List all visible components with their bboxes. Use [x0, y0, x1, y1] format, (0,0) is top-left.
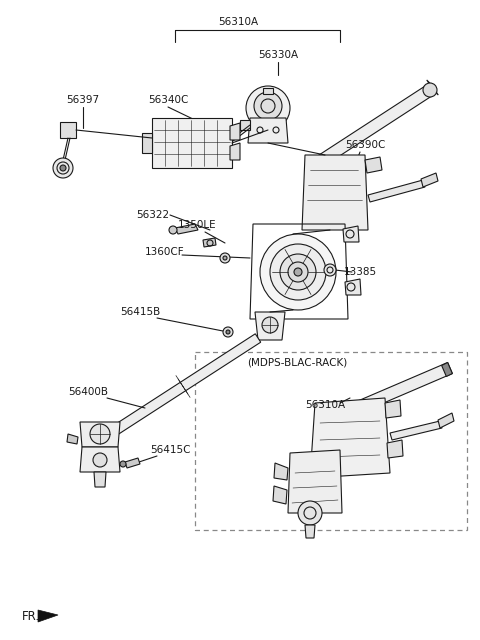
Polygon shape — [230, 143, 240, 160]
Circle shape — [120, 461, 126, 467]
Polygon shape — [152, 118, 232, 168]
Polygon shape — [203, 238, 216, 247]
Polygon shape — [305, 525, 315, 538]
Circle shape — [93, 453, 107, 467]
Circle shape — [254, 92, 282, 120]
Circle shape — [280, 254, 316, 290]
Polygon shape — [80, 422, 120, 447]
Polygon shape — [310, 398, 390, 478]
Circle shape — [223, 327, 233, 337]
Text: 56415B: 56415B — [120, 307, 160, 317]
Text: 56390C: 56390C — [345, 140, 385, 150]
Text: 13385: 13385 — [343, 267, 377, 277]
Polygon shape — [255, 312, 285, 340]
Circle shape — [294, 268, 302, 276]
Text: 1360CF: 1360CF — [145, 247, 185, 257]
Circle shape — [220, 253, 230, 263]
Circle shape — [324, 264, 336, 276]
Text: 56397: 56397 — [66, 95, 99, 105]
Polygon shape — [248, 118, 288, 143]
Polygon shape — [240, 120, 250, 130]
Circle shape — [423, 83, 437, 97]
Text: 56310A: 56310A — [218, 17, 258, 27]
Polygon shape — [385, 400, 401, 418]
Circle shape — [288, 262, 308, 282]
Polygon shape — [230, 123, 240, 140]
Text: 56322: 56322 — [136, 210, 169, 220]
Circle shape — [169, 226, 177, 234]
Polygon shape — [427, 80, 438, 95]
Circle shape — [90, 424, 110, 444]
Text: 56415C: 56415C — [150, 445, 190, 455]
Polygon shape — [125, 458, 140, 468]
Polygon shape — [349, 362, 452, 415]
Circle shape — [60, 165, 66, 171]
Polygon shape — [390, 421, 442, 440]
Polygon shape — [343, 226, 359, 242]
Circle shape — [262, 317, 278, 333]
Polygon shape — [94, 472, 106, 487]
Polygon shape — [274, 463, 288, 480]
Text: 56340C: 56340C — [148, 95, 188, 105]
Text: 56310A: 56310A — [305, 400, 345, 410]
Circle shape — [246, 86, 290, 130]
Polygon shape — [365, 157, 382, 173]
Polygon shape — [142, 133, 152, 153]
Bar — [195, 352, 467, 530]
Polygon shape — [80, 447, 120, 472]
Circle shape — [226, 330, 230, 334]
Text: (MDPS-BLAC-RACK): (MDPS-BLAC-RACK) — [247, 357, 347, 367]
Polygon shape — [345, 279, 361, 295]
Circle shape — [53, 158, 73, 178]
Circle shape — [260, 234, 336, 310]
Polygon shape — [302, 155, 368, 230]
Polygon shape — [368, 180, 425, 202]
Polygon shape — [307, 85, 433, 173]
Text: 1350LE: 1350LE — [178, 220, 216, 230]
Text: 56330A: 56330A — [258, 50, 298, 60]
Polygon shape — [438, 413, 454, 428]
Polygon shape — [421, 173, 438, 187]
Polygon shape — [38, 610, 58, 622]
Polygon shape — [67, 434, 78, 444]
Circle shape — [223, 256, 227, 260]
Circle shape — [298, 501, 322, 525]
Polygon shape — [60, 122, 76, 138]
Polygon shape — [263, 88, 273, 94]
Polygon shape — [387, 440, 403, 458]
Polygon shape — [442, 362, 452, 376]
Polygon shape — [105, 334, 261, 439]
Text: 56400B: 56400B — [68, 387, 108, 397]
Polygon shape — [273, 486, 287, 504]
Polygon shape — [288, 450, 342, 513]
Polygon shape — [175, 224, 198, 234]
Text: FR.: FR. — [22, 611, 40, 623]
Circle shape — [270, 244, 326, 300]
